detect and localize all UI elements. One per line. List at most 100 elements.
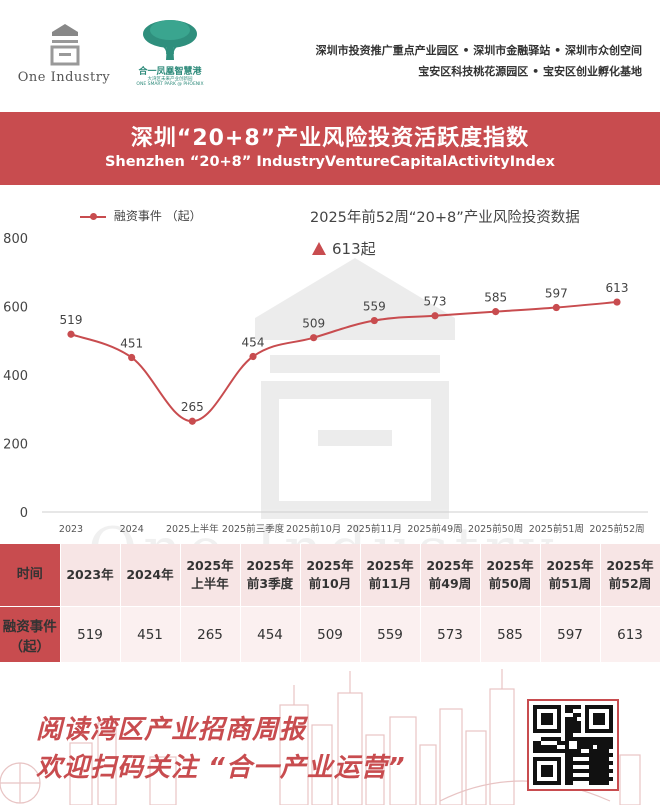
y-tick-label: 600 — [3, 301, 28, 316]
y-axis-ticks: 0 200 400 600 800 — [3, 232, 28, 521]
qr-module — [589, 737, 593, 741]
qr-module — [601, 777, 605, 781]
table-column-header: 2025年前51周 — [540, 544, 601, 607]
qr-module — [565, 729, 569, 733]
qr-module — [589, 769, 593, 773]
qr-module — [601, 765, 605, 769]
table-row: 融资事件（起） 519 451 265 454 509 559 573 585 … — [0, 606, 660, 663]
table-cell: 573 — [420, 606, 481, 663]
qr-module — [581, 753, 585, 757]
qr-module — [601, 781, 605, 785]
annotation-value-text: 613起 — [332, 240, 376, 258]
qr-module — [565, 721, 569, 725]
table-column-header: 2025年前49周 — [420, 544, 481, 607]
qr-module — [533, 741, 537, 745]
annotation-title: 2025年前52周“20+8”产业风险投资数据 — [310, 210, 580, 226]
data-point — [431, 312, 439, 320]
x-axis-ticks: 2023 2024 2025上半年 2025前三季度 2025前10月 2025前11月 2… — [59, 523, 645, 535]
one-industry-wordmark: One Industry — [17, 70, 111, 85]
data-label: 613 — [606, 281, 629, 295]
qr-module — [569, 721, 573, 725]
qr-module — [577, 777, 581, 781]
qr-module — [577, 713, 581, 717]
qr-module — [597, 757, 601, 761]
y-tick-label: 800 — [3, 232, 28, 247]
x-tick-label: 2025上半年 — [166, 523, 219, 535]
qr-module — [537, 745, 541, 749]
table-column-header: 2025年前11月 — [360, 544, 421, 607]
qr-module — [605, 749, 609, 753]
qr-module — [597, 765, 601, 769]
data-point — [492, 308, 500, 316]
qr-module — [593, 737, 597, 741]
qr-module — [565, 717, 569, 721]
legend-swatch — [80, 212, 106, 220]
table-header-label: 时间 — [0, 544, 61, 607]
qr-module — [545, 745, 549, 749]
qr-module — [605, 737, 609, 741]
qr-module — [593, 741, 597, 745]
title-banner: 深圳“20+8”产业风险投资活跃度指数 Shenzhen “20+8” Indu… — [0, 112, 660, 185]
qr-module — [541, 737, 545, 741]
data-labels: 519 451 265 454 509 559 573 585 597 613 — [60, 281, 629, 414]
qr-module — [597, 737, 601, 741]
qr-module — [565, 769, 569, 773]
qr-module — [589, 741, 593, 745]
qr-module — [605, 753, 609, 757]
x-tick-label: 2025前10月 — [286, 523, 341, 535]
qr-module — [557, 737, 561, 741]
data-label: 451 — [120, 337, 143, 351]
qr-module — [565, 777, 569, 781]
qr-module — [561, 749, 565, 753]
qr-module — [601, 769, 605, 773]
data-label: 519 — [60, 313, 83, 327]
qr-module — [605, 773, 609, 777]
qr-module — [569, 773, 573, 777]
qr-module — [577, 761, 581, 765]
data-label: 454 — [242, 336, 265, 350]
qr-module — [585, 769, 589, 773]
qr-module — [557, 741, 561, 745]
series-points — [67, 298, 621, 425]
qr-module — [569, 765, 573, 769]
table-cell: 585 — [480, 606, 541, 663]
qr-module — [577, 729, 581, 733]
qr-module — [577, 725, 581, 729]
data-point — [249, 352, 257, 361]
qr-module — [573, 705, 577, 709]
qr-module — [601, 753, 605, 757]
qr-code[interactable] — [527, 699, 619, 791]
qr-module — [597, 749, 601, 753]
qr-module — [585, 777, 589, 781]
table-cell: 519 — [60, 606, 121, 663]
qr-module — [541, 765, 553, 777]
qr-module — [569, 753, 573, 757]
annotation-value: 613起 — [312, 238, 376, 259]
data-label: 559 — [363, 300, 386, 314]
qr-module — [569, 777, 573, 781]
qr-module — [609, 745, 613, 749]
qr-module — [609, 737, 613, 741]
qr-module — [609, 777, 613, 781]
qr-module — [609, 741, 613, 745]
qr-module — [577, 705, 581, 709]
qr-module — [589, 777, 593, 781]
qr-module — [533, 749, 537, 753]
x-tick-label: 2025前50周 — [468, 523, 523, 535]
table-column-header: 2025年前52周 — [600, 544, 660, 607]
up-triangle-icon — [312, 242, 326, 255]
qr-module — [605, 765, 609, 769]
qr-module — [605, 769, 609, 773]
qr-module — [601, 773, 605, 777]
data-point — [552, 303, 560, 312]
qr-module — [589, 773, 593, 777]
qr-module — [593, 713, 605, 725]
qr-module — [565, 705, 569, 709]
qr-module — [593, 757, 597, 761]
x-tick-label: 2025前三季度 — [222, 523, 285, 535]
qr-module — [605, 741, 609, 745]
qr-module — [597, 741, 601, 745]
x-tick-label: 2024 — [120, 524, 144, 535]
qr-module — [581, 761, 585, 765]
qr-module — [597, 777, 601, 781]
